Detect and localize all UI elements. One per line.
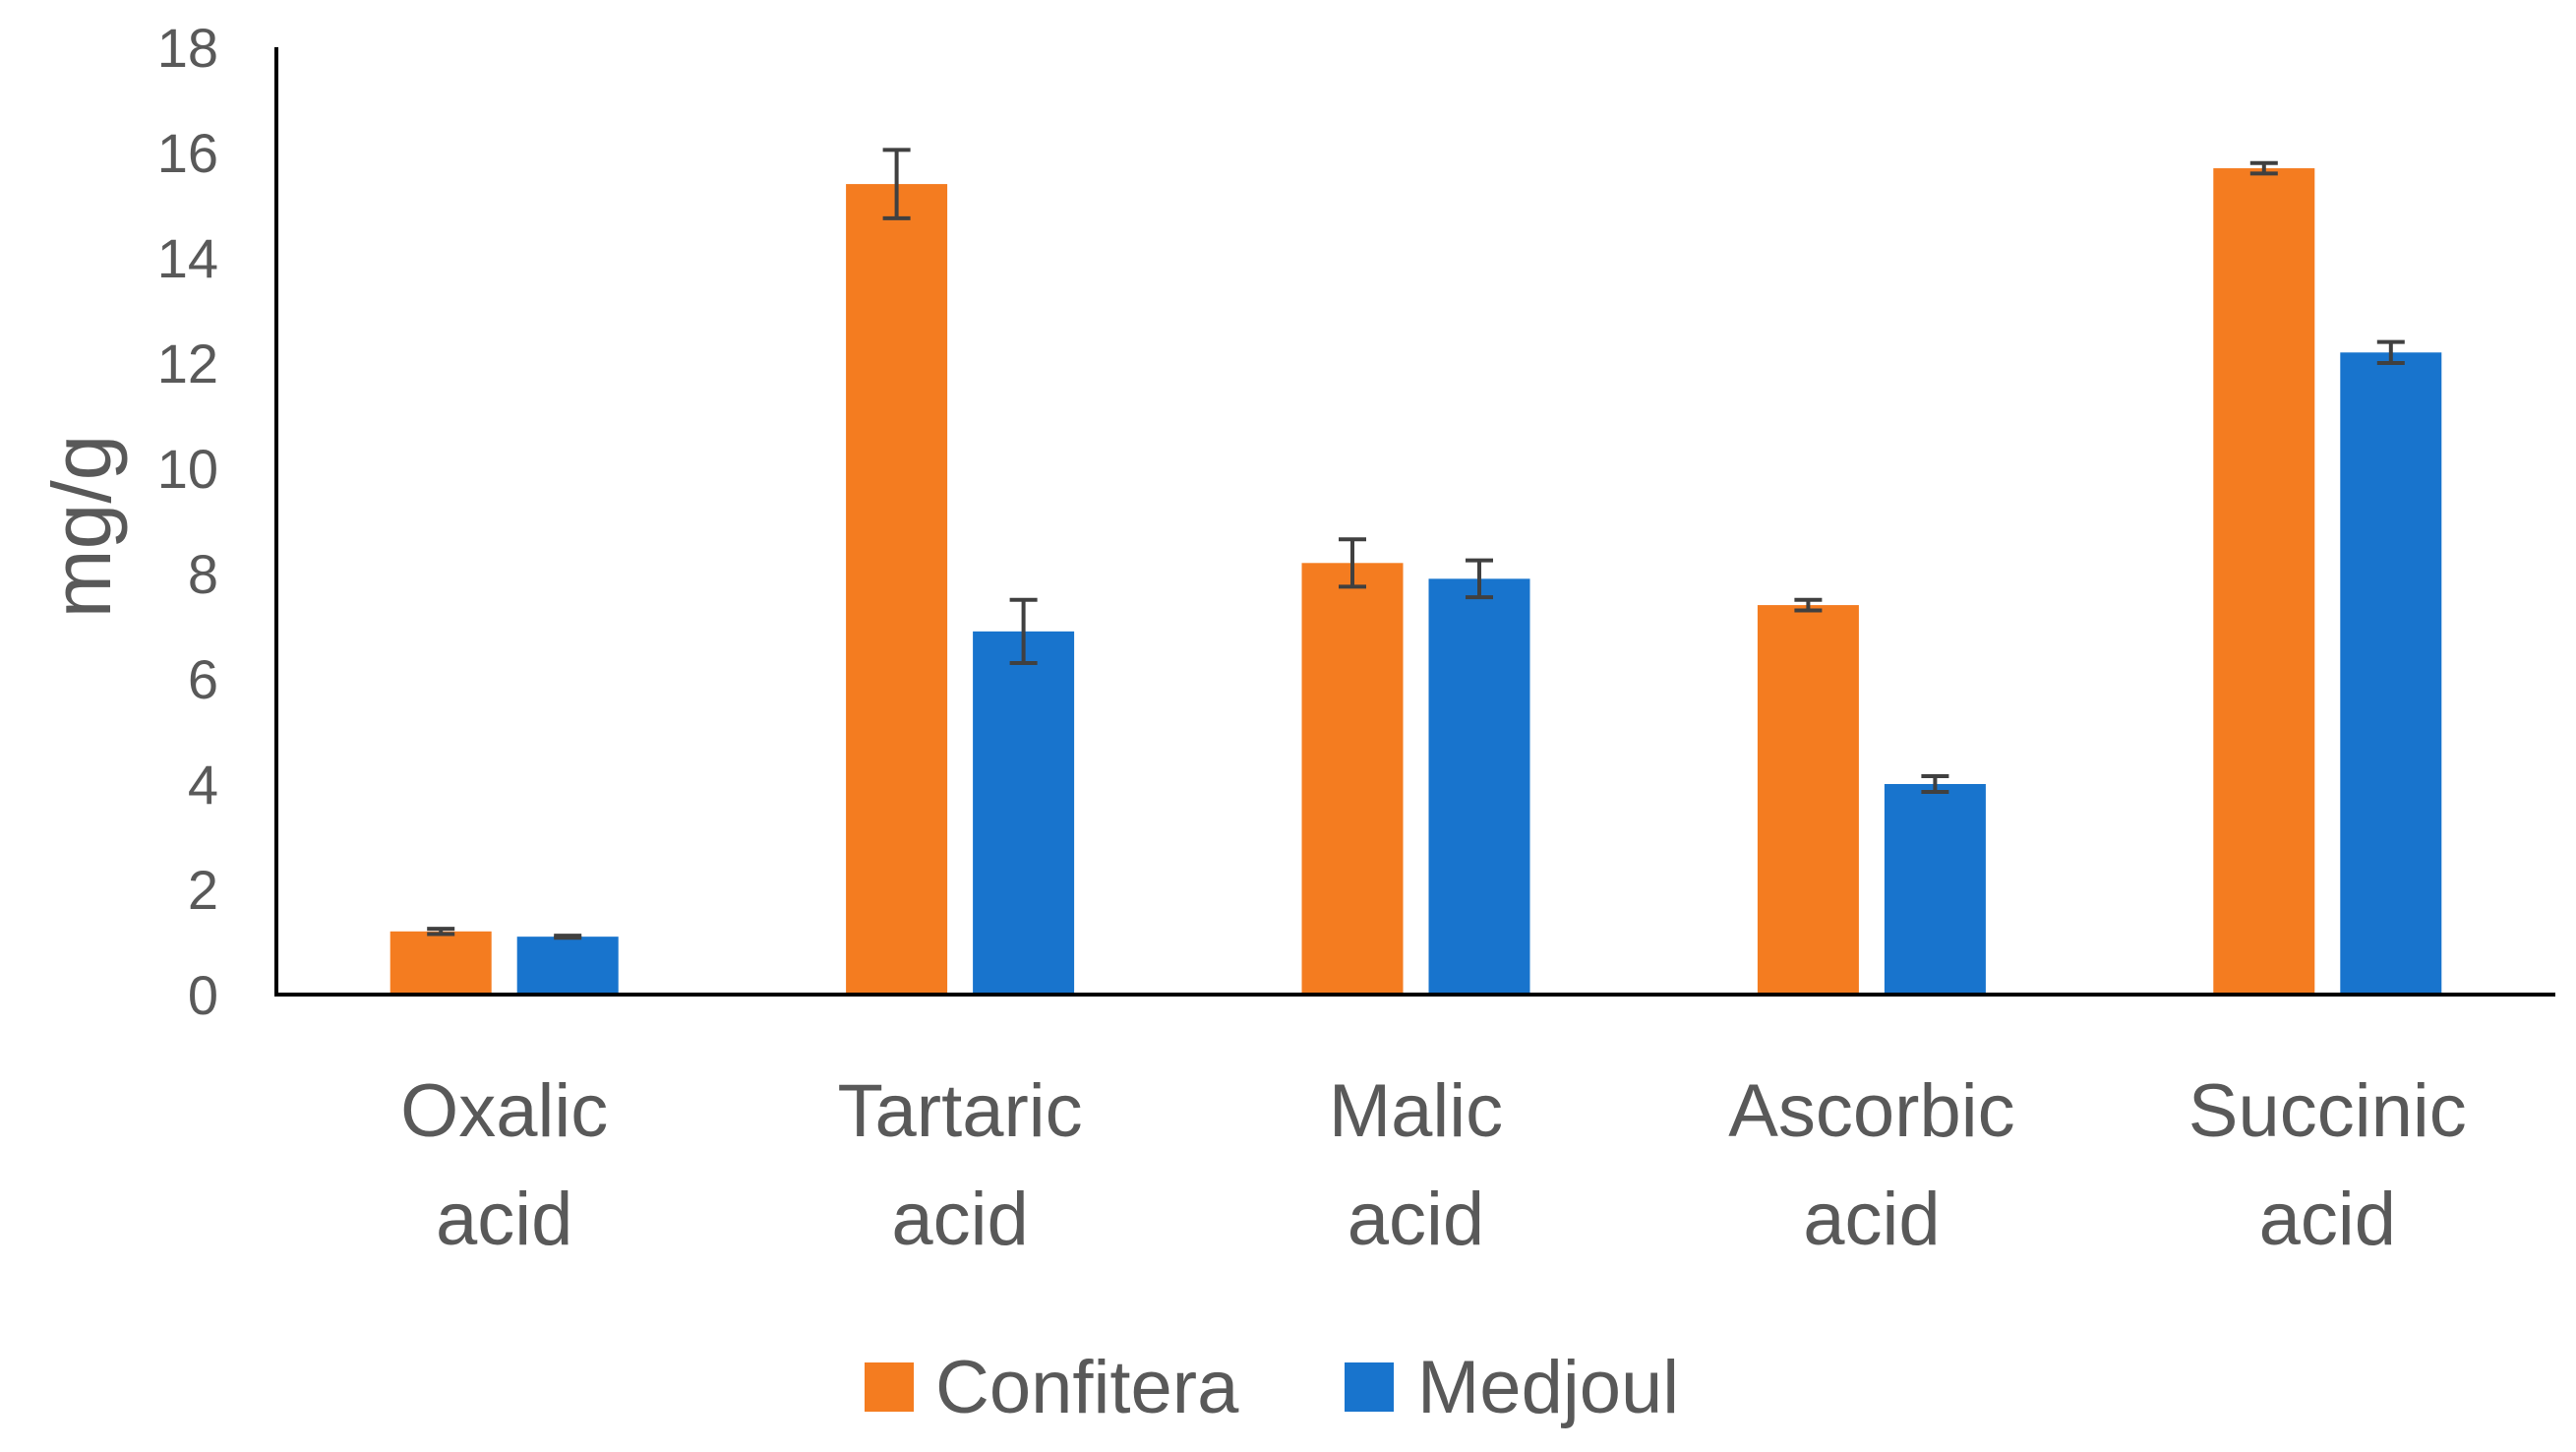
legend-swatch-confitera bbox=[865, 1362, 914, 1412]
y-tick-label: 4 bbox=[188, 754, 218, 816]
bar-medjoul-1 bbox=[973, 631, 1075, 995]
bar-medjoul-3 bbox=[1884, 784, 1986, 995]
y-axis-ticks: 0 2 4 6 8 10 12 14 16 18 bbox=[157, 17, 218, 1026]
bar-confitera-3 bbox=[1757, 605, 1859, 995]
legend-label-medjoul: Medjoul bbox=[1417, 1346, 1679, 1429]
x-category-label: acid bbox=[2259, 1178, 2396, 1261]
x-category-label: Malic bbox=[1329, 1069, 1503, 1153]
y-tick-label: 0 bbox=[188, 964, 218, 1026]
y-tick-label: 14 bbox=[157, 227, 218, 289]
bar-medjoul-2 bbox=[1428, 578, 1530, 995]
y-axis-title: mg/g bbox=[35, 435, 128, 619]
bar-confitera-4 bbox=[2213, 168, 2315, 996]
legend-label-confitera: Confitera bbox=[935, 1346, 1239, 1429]
x-category-label: acid bbox=[891, 1178, 1028, 1261]
y-tick-label: 2 bbox=[188, 859, 218, 921]
y-tick-label: 10 bbox=[157, 438, 218, 500]
x-category-label: acid bbox=[1348, 1178, 1484, 1261]
bar-confitera-2 bbox=[1301, 563, 1404, 995]
legend: Confitera Medjoul bbox=[865, 1346, 1679, 1429]
y-tick-label: 8 bbox=[188, 543, 218, 605]
x-category-label: Ascorbic bbox=[1728, 1069, 2014, 1153]
bar-confitera-0 bbox=[389, 931, 492, 995]
x-category-label: Oxalic bbox=[400, 1069, 608, 1153]
error-bars bbox=[427, 148, 2405, 940]
y-tick-label: 6 bbox=[188, 648, 218, 710]
bar-medjoul-0 bbox=[516, 937, 619, 995]
y-tick-label: 16 bbox=[157, 122, 218, 184]
x-category-label: Tartaric bbox=[838, 1069, 1083, 1153]
y-tick-label: 12 bbox=[157, 333, 218, 394]
y-tick-label: 18 bbox=[157, 17, 218, 79]
legend-swatch-medjoul bbox=[1345, 1362, 1394, 1412]
bar-confitera-1 bbox=[846, 184, 948, 996]
x-category-label: Succinic bbox=[2188, 1069, 2467, 1153]
x-axis-category-labels: Oxalic acid Tartaric acid Malic acid Ascorbic a… bbox=[400, 1069, 2467, 1261]
bars bbox=[389, 168, 2442, 996]
bar-medjoul-4 bbox=[2340, 352, 2442, 995]
x-category-label: acid bbox=[1803, 1178, 1940, 1261]
x-category-label: acid bbox=[436, 1178, 572, 1261]
